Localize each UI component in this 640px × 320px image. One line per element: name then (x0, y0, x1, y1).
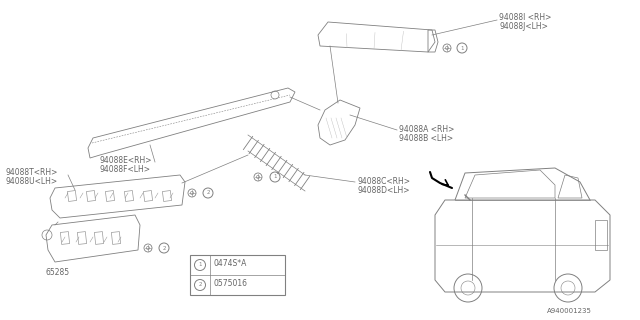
Bar (106, 191, 115, 201)
Text: 2: 2 (198, 283, 202, 287)
Text: 94088C<RH>: 94088C<RH> (357, 177, 410, 186)
Text: 94088E<RH>: 94088E<RH> (100, 156, 152, 165)
Bar (95, 232, 104, 244)
Bar (163, 191, 172, 201)
Text: 94088F<LH>: 94088F<LH> (100, 165, 151, 174)
Bar (595, 220, 607, 250)
Text: 0474S*A: 0474S*A (214, 259, 248, 268)
Text: 94088D<LH>: 94088D<LH> (357, 186, 410, 195)
Text: 1: 1 (198, 262, 202, 268)
Bar (77, 232, 86, 244)
Bar (143, 191, 152, 201)
Text: 1: 1 (273, 174, 276, 180)
Bar (61, 232, 70, 244)
Text: 94088J<LH>: 94088J<LH> (499, 22, 548, 31)
Text: 2: 2 (206, 190, 210, 196)
Bar (111, 232, 120, 244)
Text: 94088I <RH>: 94088I <RH> (499, 13, 552, 22)
Bar (125, 191, 134, 201)
Text: A940001235: A940001235 (547, 308, 592, 314)
Bar (67, 191, 77, 201)
Text: 94088T<RH>: 94088T<RH> (5, 168, 58, 177)
Bar (190, 255, 285, 295)
Text: 94088U<LH>: 94088U<LH> (5, 177, 57, 186)
Text: 2: 2 (163, 245, 166, 251)
Text: 1: 1 (460, 45, 464, 51)
Text: 0575016: 0575016 (214, 279, 248, 288)
Text: 94088B <LH>: 94088B <LH> (399, 134, 453, 143)
Text: 65285: 65285 (45, 268, 69, 277)
Text: 94088A <RH>: 94088A <RH> (399, 125, 454, 134)
Bar (86, 191, 95, 201)
